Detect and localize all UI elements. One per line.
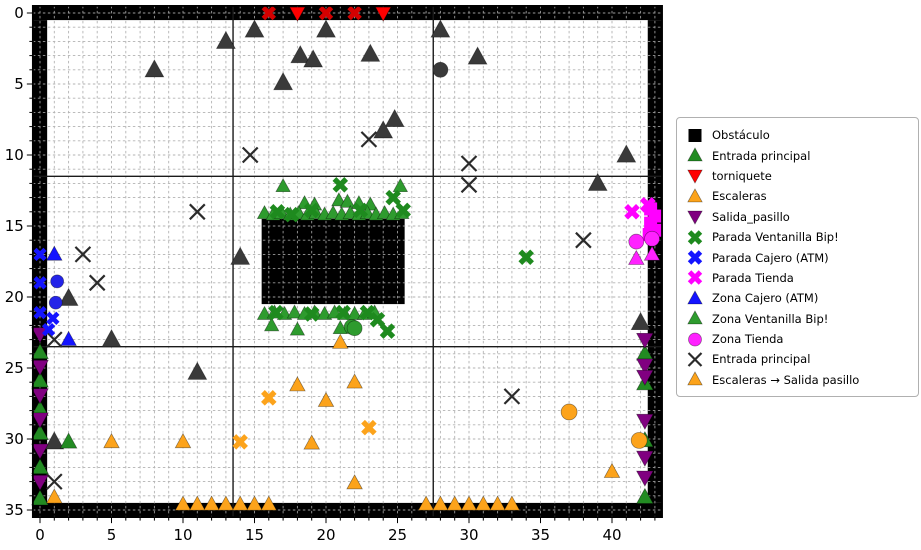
series-salida-pasillo [31, 327, 654, 492]
series-zona-cajero-triangulos [46, 245, 77, 346]
legend-label: Parada Ventanilla Bip! [712, 230, 839, 245]
y-tick-label: 10 [5, 146, 24, 164]
series-cajero-circulos [48, 274, 65, 310]
legend-item-9: Zona Ventanilla Bip! [685, 309, 910, 329]
legend-item-0: Obstáculo [685, 125, 910, 145]
axes-spines [31, 5, 663, 519]
series-entrada-principal-x [46, 131, 592, 490]
legend-label: Entrada principal [712, 352, 811, 367]
obstacle-bottom-border [32, 502, 663, 518]
legend-item-10: Zona Tienda [685, 329, 910, 349]
triangle-up-legend-icon [687, 371, 703, 386]
x-tick-label: 20 [316, 526, 335, 544]
circle-legend-icon [688, 332, 702, 346]
legend-item-11: Entrada principal [685, 349, 910, 369]
legend-label: Salida_pasillo [712, 209, 790, 224]
y-tick-label: 30 [5, 430, 24, 448]
series-agentes-oscuros [44, 19, 651, 450]
legend-label: Escaleras → Salida pasillo [712, 372, 860, 387]
obstacle-top-border [32, 5, 663, 21]
series-agente-circulo-oscuro [432, 61, 449, 78]
square-legend-icon [688, 128, 702, 142]
y-tick-label: 25 [5, 359, 24, 377]
legend-item-1: Entrada principal [685, 145, 910, 165]
x-thin-legend-icon [687, 352, 703, 367]
legend-label: Parada Cajero (ATM) [712, 250, 829, 265]
legend-item-2: torniquete [685, 166, 910, 186]
legend-item-3: Escaleras [685, 186, 910, 206]
legend-label: Entrada principal [712, 148, 811, 163]
grid [32, 5, 663, 518]
series-torniquete-x [261, 5, 362, 21]
x-tick-label: 10 [173, 526, 192, 544]
axis-ticks [26, 12, 656, 524]
x-bold-legend-icon [687, 229, 703, 245]
series-escaleras-ruta-x [232, 390, 377, 450]
y-tick-label: 15 [5, 217, 24, 235]
series-escaleras-circulos [560, 403, 648, 449]
x-bold-legend-icon [687, 250, 703, 265]
series-parada-cajero-x [33, 247, 60, 337]
x-tick-label: 30 [459, 526, 478, 544]
x-tick-label: 5 [107, 526, 117, 544]
triangle-up-legend-icon [687, 310, 703, 325]
legend-item-5: Parada Ventanilla Bip! [685, 227, 910, 247]
triangle-up-legend-icon [687, 188, 703, 203]
x-tick-label: 25 [388, 526, 407, 544]
x-bold-legend-icon [687, 270, 703, 286]
axis-tick-labels: 0 5 10 15 20 25 30 35 40 0 5 10 15 20 25 30 35 [5, 4, 622, 544]
x-tick-label: 40 [602, 526, 621, 544]
series-ventanilla-circulos [343, 318, 363, 337]
x-tick-label: 0 [35, 526, 45, 544]
legend: Obstáculo Entrada principal torniquete Esca… [676, 117, 919, 398]
legend-label: Zona Cajero (ATM) [712, 291, 819, 306]
triangle-up-legend-icon [687, 290, 703, 305]
y-tick-label: 35 [5, 501, 24, 519]
legend-label: Zona Ventanilla Bip! [712, 311, 829, 326]
y-tick-label: 0 [14, 4, 24, 22]
legend-label: torniquete [712, 168, 772, 183]
legend-label: Obstáculo [712, 128, 770, 143]
series-escaleras-triangulos [46, 333, 621, 511]
triangle-down-legend-icon [687, 210, 703, 226]
legend-label: Zona Tienda [712, 332, 784, 347]
legend-label: Escaleras [712, 189, 767, 204]
x-tick-label: 35 [531, 526, 550, 544]
triangle-up-legend-icon [687, 147, 703, 162]
y-tick-label: 20 [5, 288, 24, 306]
legend-item-8: Zona Cajero (ATM) [685, 288, 910, 308]
legend-item-12: Escaleras → Salida pasillo [685, 370, 910, 390]
x-tick-label: 15 [245, 526, 264, 544]
legend-label: Parada Tienda [712, 270, 794, 285]
legend-item-4: Salida_pasillo [685, 207, 910, 227]
series-tienda-triangulos [628, 245, 661, 265]
y-tick-label: 5 [14, 75, 24, 93]
obstacles [32, 5, 663, 518]
series-parada-ventanilla-x [268, 177, 534, 339]
obstacle-central-block [261, 218, 405, 305]
triangle-down-legend-icon [687, 170, 703, 185]
series-parada-tienda-x [624, 196, 656, 220]
legend-item-7: Parada Tienda [685, 268, 910, 288]
legend-item-6: Parada Cajero (ATM) [685, 247, 910, 267]
series-zona-tienda-circulos [628, 230, 660, 250]
series-torniquete-flecha [289, 6, 392, 22]
